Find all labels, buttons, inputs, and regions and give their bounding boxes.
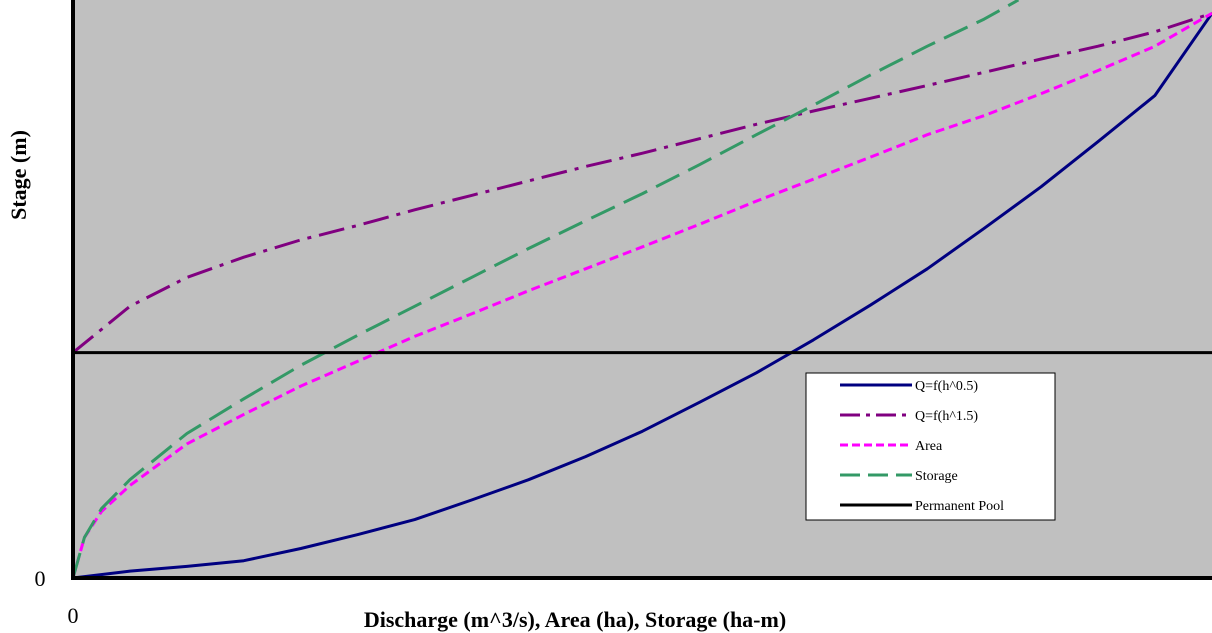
series-line-q-f-h-0-5 [72,12,1212,580]
legend-label-storage: Storage [915,469,958,484]
legend-label-permanent-pool: Permanent Pool [915,499,1004,514]
series-line-storage [71,0,1020,579]
series-layer [71,0,1212,580]
legend-label-q-f-h-1-5: Q=f(h^1.5) [915,409,978,424]
legend: Q=f(h^0.5) Q=f(h^1.5) Area Storage Permanent… [805,372,1056,521]
series-line-area [71,12,1212,579]
y-tick-label: 0 [35,566,46,591]
x-tick-label: 0 [68,603,79,628]
x-axis-title: Discharge (m^3/s), Area (ha), Storage (h… [364,607,786,632]
legend-label-q-f-h-0-5: Q=f(h^0.5) [915,379,978,394]
y-axis-title: Stage (m) [6,130,31,220]
series-line-q-f-h-1-5 [72,11,1212,354]
legend-label-area: Area [915,439,943,454]
